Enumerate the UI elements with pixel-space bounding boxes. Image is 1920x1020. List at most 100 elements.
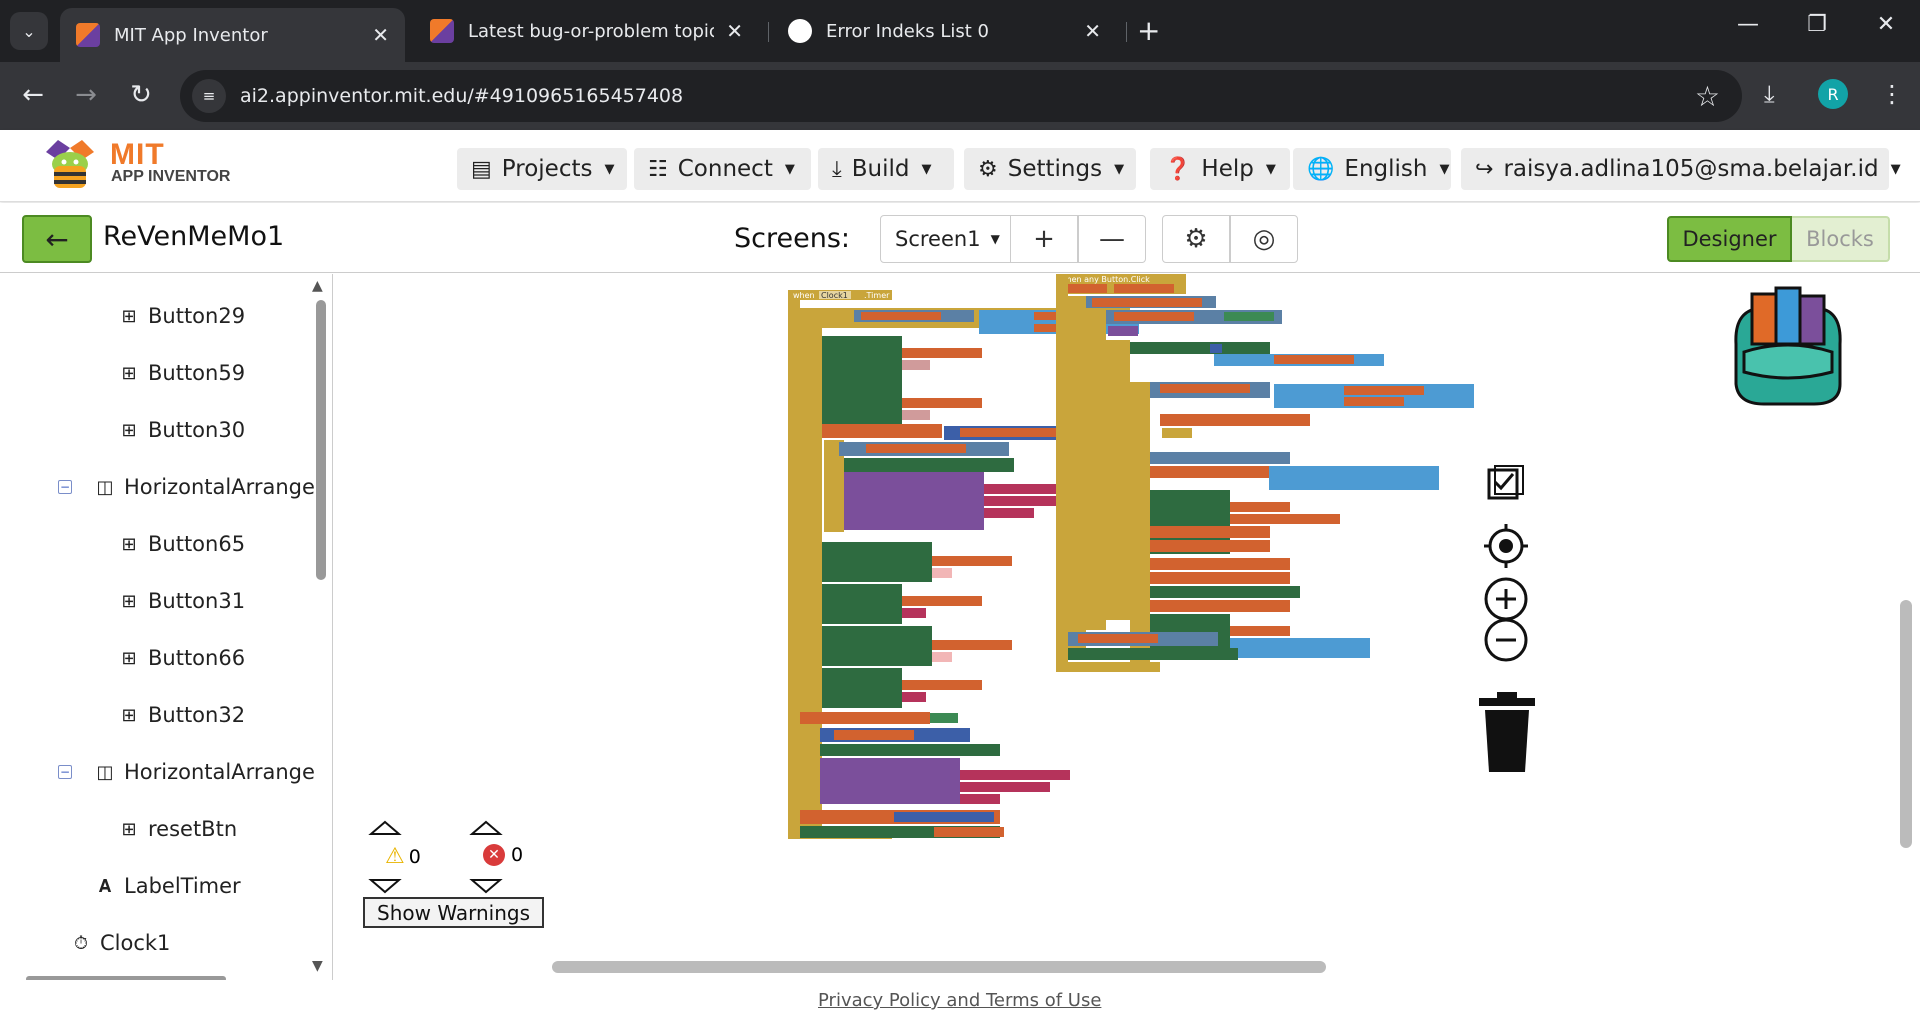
- project-toolbar: ← ReVenMeMo1 Screens: Screen1 ▼ + — ⚙ ◎ …: [0, 203, 1920, 273]
- tree-item[interactable]: 𝐀 LabelTimer: [92, 874, 241, 898]
- menu-label: Help: [1201, 156, 1254, 182]
- forward-arrow-icon[interactable]: →: [75, 80, 97, 110]
- tree-item[interactable]: ⊞ Button32: [116, 703, 245, 727]
- address-bar[interactable]: ≡ ai2.appinventor.mit.edu/#4910965165457…: [180, 70, 1742, 122]
- tree-item[interactable]: ⊞ Button59: [116, 361, 245, 385]
- tab-separator: [1126, 22, 1127, 42]
- tab-separator: [768, 22, 769, 42]
- footer: Privacy Policy and Terms of Use: [0, 980, 1920, 1020]
- restore-icon[interactable]: ❐: [1807, 12, 1827, 37]
- blocks-workspace[interactable]: when Clock1 .Timer: [334, 274, 1920, 980]
- backpack-icon[interactable]: [1734, 286, 1842, 406]
- recenter-icon[interactable]: [1484, 524, 1528, 568]
- minimize-icon[interactable]: —: [1737, 12, 1759, 37]
- project-properties-button[interactable]: ⚙: [1162, 215, 1230, 263]
- tree-item[interactable]: ⏱ Clock1: [68, 931, 170, 955]
- close-tab-icon[interactable]: ✕: [1084, 19, 1101, 43]
- download-icon[interactable]: ⤓: [1764, 80, 1775, 108]
- close-tab-icon[interactable]: ✕: [372, 23, 389, 47]
- tree-scrollbar-thumb[interactable]: [316, 300, 326, 580]
- privacy-terms-link[interactable]: Privacy Policy and Terms of Use: [818, 990, 1102, 1011]
- remove-screen-button[interactable]: —: [1078, 215, 1146, 263]
- menu-label: Settings: [1007, 156, 1103, 182]
- workspace-horizontal-scrollbar[interactable]: [552, 961, 1326, 973]
- button-component-icon: ⊞: [121, 818, 137, 840]
- tree-item[interactable]: ⊞ resetBtn: [116, 817, 237, 841]
- zoom-out-icon[interactable]: [1484, 618, 1528, 662]
- tab-error-indeks[interactable]: Error Indeks List 0 ✕: [772, 8, 1117, 54]
- tab-title: Latest bug-or-problem topics -: [468, 20, 715, 42]
- tree-item[interactable]: − ◫ HorizontalArrange: [58, 760, 315, 784]
- tree-horizontal-scrollbar[interactable]: [26, 976, 226, 980]
- any-button-click-event-block[interactable]: when any Button.Click: [1056, 274, 1474, 672]
- tree-item-label: resetBtn: [148, 817, 238, 841]
- site-info-icon[interactable]: ≡: [192, 79, 226, 113]
- account-menu[interactable]: ↪ raisya.adlina105@sma.belajar.id ▼: [1461, 148, 1901, 190]
- event-label: .Timer: [864, 291, 890, 300]
- component-tree: ⊞ Button29 ⊞ Button59 ⊞ Button30 − ◫ Hor…: [0, 274, 333, 980]
- workspace-vertical-scrollbar[interactable]: [1900, 600, 1912, 848]
- url-text[interactable]: ai2.appinventor.mit.edu/#491096516545740…: [240, 85, 684, 107]
- publish-gallery-button[interactable]: ◎: [1230, 215, 1298, 263]
- error-count-value: 0: [511, 844, 524, 866]
- tree-item[interactable]: ⊞ Button31: [116, 589, 245, 613]
- cleanup-checklist-icon[interactable]: [1487, 465, 1524, 500]
- warning-nav-arrows[interactable]: [363, 820, 545, 896]
- trash-icon[interactable]: [1479, 692, 1535, 772]
- blocks-button[interactable]: Blocks: [1792, 216, 1890, 262]
- language-menu[interactable]: 🌐 English ▼: [1293, 148, 1451, 190]
- caret-down-icon: ▼: [1114, 161, 1125, 177]
- settings-menu[interactable]: ⚙ Settings ▼: [964, 148, 1136, 190]
- collapse-icon[interactable]: −: [58, 765, 72, 779]
- caret-down-icon: ▼: [1439, 161, 1450, 177]
- app-inventor-logo-icon: [46, 140, 94, 188]
- logo-title: MIT: [110, 138, 165, 171]
- blocks-canvas[interactable]: when Clock1 .Timer: [334, 274, 1920, 980]
- tree-item[interactable]: ⊞ Button65: [116, 532, 245, 556]
- show-warnings-button[interactable]: Show Warnings: [363, 897, 544, 928]
- new-tab-icon[interactable]: +: [1137, 14, 1161, 47]
- button-component-icon: ⊞: [121, 647, 137, 669]
- tab-bug-topics[interactable]: Latest bug-or-problem topics - ✕: [414, 8, 759, 54]
- tab-search-chevron-icon[interactable]: ⌄: [10, 12, 48, 50]
- warning-triangle-icon: ⚠: [385, 844, 405, 869]
- projects-menu[interactable]: ▤ Projects ▼: [457, 148, 627, 190]
- clock-timer-event-block[interactable]: when Clock1 .Timer: [788, 290, 1139, 839]
- caret-down-icon: ▼: [604, 161, 615, 177]
- window-close-icon[interactable]: ✕: [1876, 12, 1896, 37]
- help-menu[interactable]: ❓ Help ▼: [1150, 148, 1290, 190]
- zoom-in-icon[interactable]: [1484, 577, 1528, 621]
- scroll-up-icon[interactable]: ▲: [312, 278, 323, 294]
- tab-app-inventor[interactable]: MIT App Inventor ✕: [60, 8, 405, 62]
- component-dropdown: Clock1: [821, 291, 848, 300]
- connect-menu[interactable]: ☷ Connect ▼: [634, 148, 811, 190]
- tree-item-label: Clock1: [100, 931, 171, 955]
- help-icon: ❓: [1164, 156, 1192, 182]
- tree-item-label: Button30: [148, 418, 246, 442]
- back-to-projects-button[interactable]: ←: [22, 215, 92, 263]
- tree-item-label: Button59: [148, 361, 246, 385]
- warnings-panel: ⚠ 0 ✕ 0: [363, 820, 545, 930]
- designer-button[interactable]: Designer: [1667, 216, 1792, 262]
- tree-item[interactable]: ⊞ Button29: [116, 304, 245, 328]
- scroll-down-icon[interactable]: ▼: [312, 958, 323, 974]
- when-label: when: [793, 291, 815, 300]
- collapse-icon[interactable]: −: [58, 480, 72, 494]
- more-menu-icon[interactable]: ⋮: [1880, 80, 1904, 108]
- tree-item-label: Button29: [148, 304, 246, 328]
- tree-item[interactable]: − ◫ HorizontalArrange: [58, 475, 315, 499]
- reload-icon[interactable]: ↻: [130, 80, 152, 110]
- browser-toolbar: ← → ↻ ≡ ai2.appinventor.mit.edu/#4910965…: [0, 62, 1920, 130]
- tree-item-label: HorizontalArrange: [124, 475, 315, 499]
- community-favicon-icon: [430, 19, 454, 43]
- build-menu[interactable]: ⤓ Build ▼: [818, 148, 954, 190]
- close-tab-icon[interactable]: ✕: [726, 19, 743, 43]
- profile-avatar[interactable]: R: [1818, 79, 1848, 109]
- screen-name: Screen1: [895, 227, 981, 251]
- tree-item[interactable]: ⊞ Button66: [116, 646, 245, 670]
- back-arrow-icon[interactable]: ←: [22, 80, 44, 110]
- bookmark-star-icon[interactable]: ☆: [1694, 80, 1720, 113]
- screen-selector[interactable]: Screen1 ▼: [880, 215, 1080, 263]
- tree-item[interactable]: ⊞ Button30: [116, 418, 245, 442]
- add-screen-button[interactable]: +: [1010, 215, 1078, 263]
